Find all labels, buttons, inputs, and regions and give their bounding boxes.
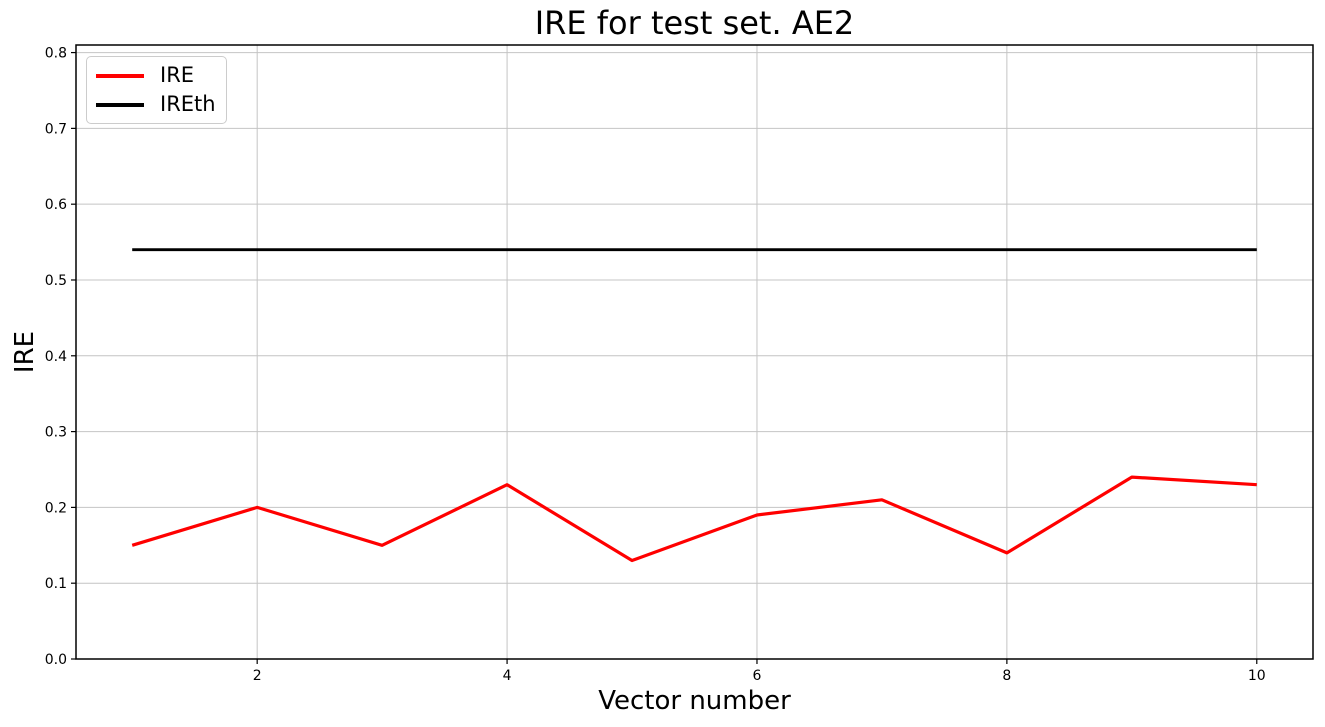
legend-swatch-ire xyxy=(96,73,144,78)
svg-text:0.6: 0.6 xyxy=(45,197,67,213)
svg-text:8: 8 xyxy=(1002,668,1011,684)
y-axis-label: IRE xyxy=(10,330,40,374)
svg-text:2: 2 xyxy=(253,668,262,684)
legend-item-ire: IRE xyxy=(96,61,216,90)
svg-text:0.3: 0.3 xyxy=(45,425,67,441)
svg-text:4: 4 xyxy=(503,668,512,684)
svg-text:0.0: 0.0 xyxy=(45,652,67,668)
svg-text:0.4: 0.4 xyxy=(45,349,67,365)
legend-box: IRE IREth xyxy=(86,56,227,124)
series-line-ire xyxy=(131,475,1257,563)
chart-title: IRE for test set. AE2 xyxy=(534,4,855,42)
legend-label-ire: IRE xyxy=(160,63,195,87)
svg-text:0.5: 0.5 xyxy=(45,273,67,289)
x-tick-labels: 2 4 6 8 10 xyxy=(253,659,1266,684)
svg-text:0.8: 0.8 xyxy=(45,46,67,62)
svg-text:10: 10 xyxy=(1248,668,1266,684)
svg-text:0.1: 0.1 xyxy=(45,576,67,592)
legend-swatch-ireth xyxy=(96,102,144,107)
y-tick-labels: 0.0 0.1 0.2 0.3 0.4 0.5 0.6 0.7 0.8 xyxy=(45,46,76,668)
svg-text:0.7: 0.7 xyxy=(45,121,67,137)
svg-text:0.2: 0.2 xyxy=(45,500,67,516)
svg-text:6: 6 xyxy=(753,668,762,684)
plot-border xyxy=(75,44,1314,660)
x-axis-label: Vector number xyxy=(598,686,791,716)
gridlines xyxy=(76,45,1313,659)
legend-item-ireth: IREth xyxy=(96,90,216,119)
legend-label-ireth: IREth xyxy=(160,92,216,116)
